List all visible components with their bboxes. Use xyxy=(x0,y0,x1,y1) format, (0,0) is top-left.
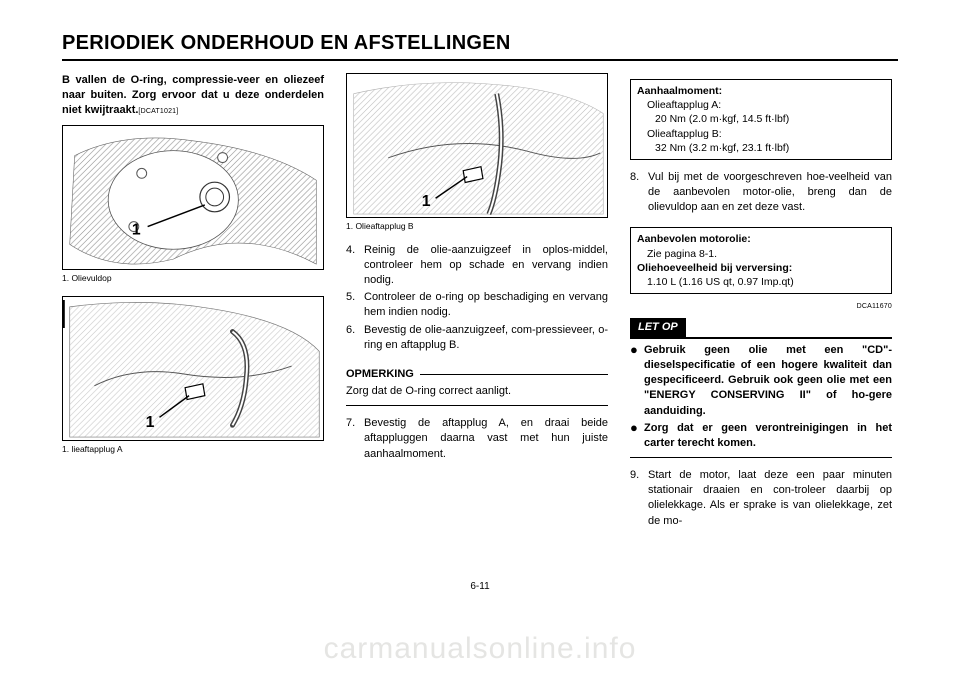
oil-value: Zie pagina 8-1. xyxy=(637,247,885,261)
figure1-caption: 1. Olievuldop xyxy=(62,273,324,285)
figure2-caption: 1. lieaftapplug A xyxy=(62,444,324,456)
doc-code: DCA11670 xyxy=(630,302,892,312)
bullet-icon: ● xyxy=(630,421,644,451)
step-number: 5. xyxy=(346,290,364,320)
content-columns: B vallen de O-ring, compressie-veer en o… xyxy=(62,73,898,535)
page-title: PERIODIEK ONDERHOUD EN AFSTELLINGEN xyxy=(62,32,898,61)
oil-value2: 1.10 L (1.16 US qt, 0.97 Imp.qt) xyxy=(637,275,885,289)
figure-drain-plug-b: 1 xyxy=(346,73,608,218)
note-body: Zorg dat de O-ring correct aanligt. xyxy=(346,384,608,406)
bullet-icon: ● xyxy=(630,343,644,419)
column-2: 1 1. Olieaftapplug B 4.Reinig de olie-aa… xyxy=(346,73,608,535)
step-text: Controleer de o-ring op beschadiging en … xyxy=(364,290,608,320)
list-item: 8.Vul bij met de voorgeschreven hoe-veel… xyxy=(630,170,892,216)
intro-warning: B vallen de O-ring, compressie-veer en o… xyxy=(62,73,324,119)
torque-line-label: Olieaftapplug A: xyxy=(637,98,885,112)
manual-page: PERIODIEK ONDERHOUD EN AFSTELLINGEN 6 B … xyxy=(0,0,960,678)
caution-bullets: ●Gebruik geen olie met een "CD"-dieselsp… xyxy=(630,343,892,451)
torque-spec-box: Aanhaalmoment: Olieaftapplug A: 20 Nm (2… xyxy=(630,79,892,160)
torque-line-value: 20 Nm (2.0 m·kgf, 14.5 ft·lbf) xyxy=(637,112,885,126)
column-3: Aanhaalmoment: Olieaftapplug A: 20 Nm (2… xyxy=(630,73,892,535)
step-text: Start de motor, laat deze een paar minut… xyxy=(648,468,892,529)
step-text: Bevestig de aftapplug A, en draai beide … xyxy=(364,416,608,462)
step-number: 6. xyxy=(346,323,364,353)
oil-title: Aanbevolen motorolie: xyxy=(637,232,885,246)
step-text: Reinig de olie-aanzuigzeef in oplos-midd… xyxy=(364,243,608,289)
list-item: 6.Bevestig de olie-aanzuigzeef, com-pres… xyxy=(346,323,608,353)
caution-rule xyxy=(630,337,892,339)
engine-underside-icon: 1 xyxy=(63,297,323,440)
bullet-text: Gebruik geen olie met een "CD"-dieselspe… xyxy=(644,343,892,419)
callout-1: 1 xyxy=(132,221,141,238)
callout-1: 1 xyxy=(422,193,431,210)
step-8: 8.Vul bij met de voorgeschreven hoe-veel… xyxy=(630,170,892,218)
oil-title2: Oliehoeveelheid bij verversing: xyxy=(637,261,885,275)
note-heading: OPMERKING xyxy=(346,367,608,382)
column-1: B vallen de O-ring, compressie-veer en o… xyxy=(62,73,324,535)
torque-title: Aanhaalmoment: xyxy=(637,84,885,98)
note-label: OPMERKING xyxy=(346,367,414,382)
list-item: 5.Controleer de o-ring op beschadiging e… xyxy=(346,290,608,320)
intro-code: [DCAT1021] xyxy=(138,108,178,115)
list-item: ●Zorg dat er geen verontreinigingen in h… xyxy=(630,421,892,451)
page-number: 6-11 xyxy=(470,581,489,592)
step-number: 9. xyxy=(630,468,648,529)
steps-4-6: 4.Reinig de olie-aanzuigzeef in oplos-mi… xyxy=(346,243,608,355)
caution-end-rule xyxy=(630,457,892,458)
heading-rule xyxy=(420,374,608,375)
step-number: 8. xyxy=(630,170,648,216)
torque-line-label: Olieaftapplug B: xyxy=(637,127,885,141)
caution-label: LET OP xyxy=(630,318,686,337)
engine-side-icon: 1 xyxy=(347,74,607,217)
step-number: 4. xyxy=(346,243,364,289)
figure3-caption: 1. Olieaftapplug B xyxy=(346,221,608,233)
caution-block: LET OP ●Gebruik geen olie met een "CD"-d… xyxy=(630,314,892,464)
oil-spec-box: Aanbevolen motorolie: Zie pagina 8-1. Ol… xyxy=(630,227,892,294)
figure-drain-plug-a: 1 xyxy=(62,296,324,441)
steps-7: 7.Bevestig de aftapplug A, en draai beid… xyxy=(346,416,608,464)
figure-oil-filler-cap: 1 xyxy=(62,125,324,270)
bullet-text: Zorg dat er geen verontreinigingen in he… xyxy=(644,421,892,451)
list-item: 7.Bevestig de aftapplug A, en draai beid… xyxy=(346,416,608,462)
callout-1: 1 xyxy=(146,414,155,431)
list-item: 4.Reinig de olie-aanzuigzeef in oplos-mi… xyxy=(346,243,608,289)
list-item: ●Gebruik geen olie met een "CD"-dieselsp… xyxy=(630,343,892,419)
engine-illustration-icon: 1 xyxy=(63,126,323,269)
watermark: carmanualsonline.info xyxy=(324,632,637,666)
step-number: 7. xyxy=(346,416,364,462)
step-9: 9.Start de motor, laat deze een paar min… xyxy=(630,468,892,531)
step-text: Bevestig de olie-aanzuigzeef, com-pressi… xyxy=(364,323,608,353)
list-item: 9.Start de motor, laat deze een paar min… xyxy=(630,468,892,529)
torque-line-value: 32 Nm (3.2 m·kgf, 23.1 ft·lbf) xyxy=(637,141,885,155)
intro-warning-text: B vallen de O-ring, compressie-veer en o… xyxy=(62,74,324,116)
step-text: Vul bij met de voorgeschreven hoe-veelhe… xyxy=(648,170,892,216)
